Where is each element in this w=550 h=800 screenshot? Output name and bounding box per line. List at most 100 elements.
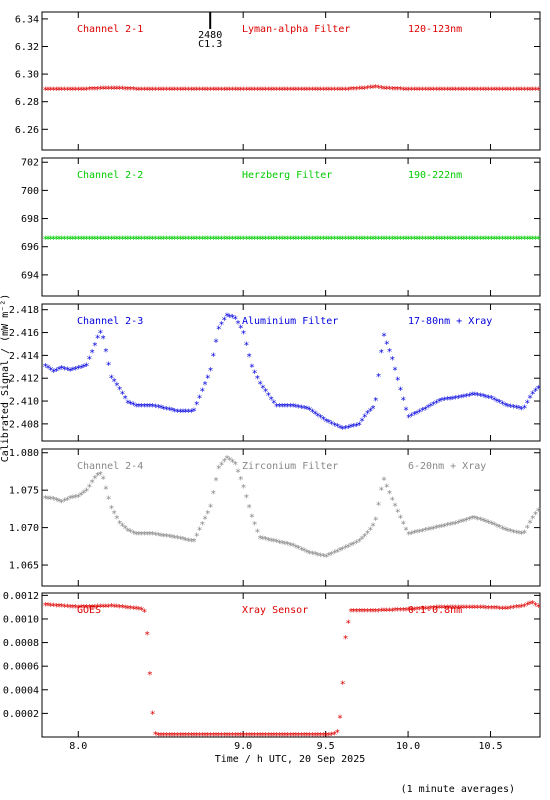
data-point: * xyxy=(252,520,258,531)
data-point: * xyxy=(180,407,186,418)
panel-band-label: 17-80nm + Xray xyxy=(408,316,492,327)
y-tick-label: 2.412 xyxy=(9,374,39,385)
data-point: * xyxy=(494,235,500,246)
data-point: * xyxy=(194,531,200,542)
data-point: * xyxy=(70,494,76,505)
data-point: * xyxy=(210,352,216,363)
data-point: * xyxy=(384,235,390,246)
data-point: * xyxy=(185,86,191,97)
data-point: * xyxy=(494,397,500,408)
data-point: * xyxy=(100,474,106,485)
data-point: * xyxy=(180,86,186,97)
data-point: * xyxy=(442,86,448,97)
data-point: * xyxy=(276,731,282,742)
data-point: * xyxy=(315,411,321,422)
data-point: * xyxy=(524,523,530,534)
data-point: * xyxy=(84,362,90,373)
data-point: * xyxy=(307,406,313,417)
data-point: * xyxy=(97,329,103,340)
data-point: * xyxy=(238,324,244,335)
data-point: * xyxy=(364,607,370,618)
data-point: * xyxy=(78,235,84,246)
data-point: * xyxy=(224,312,230,323)
y-tick-label: 6.26 xyxy=(15,125,39,136)
data-point: * xyxy=(155,235,161,246)
data-point: * xyxy=(307,549,313,560)
data-point: * xyxy=(139,235,145,246)
data-point: * xyxy=(304,235,310,246)
data-point: * xyxy=(373,396,379,407)
data-point: * xyxy=(48,86,54,97)
data-point: * xyxy=(458,518,464,529)
data-point: * xyxy=(364,409,370,420)
data-point: * xyxy=(398,606,404,617)
data-point: * xyxy=(491,86,497,97)
data-point: * xyxy=(337,713,343,724)
data-point: * xyxy=(56,365,62,376)
data-point: * xyxy=(486,393,492,404)
data-point: * xyxy=(510,86,516,97)
data-point: * xyxy=(271,86,277,97)
data-point: * xyxy=(436,603,442,614)
data-point: * xyxy=(163,235,169,246)
data-point: * xyxy=(230,313,236,324)
data-point: * xyxy=(45,86,51,97)
data-point: * xyxy=(224,454,230,465)
data-point: * xyxy=(340,545,346,556)
data-point: * xyxy=(387,606,393,617)
x-tick-label: 8.0 xyxy=(69,741,87,752)
data-point: * xyxy=(444,603,450,614)
data-point: * xyxy=(301,731,307,742)
data-point: * xyxy=(252,86,258,97)
data-point: * xyxy=(56,86,62,97)
data-point: * xyxy=(56,497,62,508)
data-point: * xyxy=(290,86,296,97)
data-point: * xyxy=(312,235,318,246)
data-point: * xyxy=(508,527,514,538)
data-point: * xyxy=(208,502,214,513)
data-point: * xyxy=(431,524,437,535)
data-point: * xyxy=(128,235,134,246)
data-point: * xyxy=(133,402,139,413)
data-point: * xyxy=(458,86,464,97)
data-point: * xyxy=(75,603,81,614)
data-point: * xyxy=(508,235,514,246)
footnote: (1 minute averages) xyxy=(401,784,515,795)
data-point: * xyxy=(527,235,533,246)
data-point: * xyxy=(122,394,128,405)
data-point: * xyxy=(298,404,304,415)
data-point: * xyxy=(362,532,368,543)
data-point: * xyxy=(216,731,222,742)
data-point: * xyxy=(136,402,142,413)
data-point: * xyxy=(502,526,508,537)
data-point: * xyxy=(375,607,381,618)
data-point: * xyxy=(472,603,478,614)
data-point: * xyxy=(125,604,131,615)
data-point: * xyxy=(125,85,131,96)
data-point: * xyxy=(395,235,401,246)
data-point: * xyxy=(287,731,293,742)
data-point: * xyxy=(136,235,142,246)
data-point: * xyxy=(139,530,145,541)
data-point: * xyxy=(315,86,321,97)
data-point: * xyxy=(56,602,62,613)
data-point: * xyxy=(241,329,247,340)
data-point: * xyxy=(48,366,54,377)
data-point: * xyxy=(488,519,494,530)
data-point: * xyxy=(196,731,202,742)
data-point: * xyxy=(257,731,263,742)
panel-filter-label: Zirconium Filter xyxy=(242,461,338,472)
data-point: * xyxy=(205,373,211,384)
data-point: * xyxy=(400,396,406,407)
data-point: * xyxy=(447,603,453,614)
data-point: * xyxy=(475,515,481,526)
data-point: * xyxy=(287,541,293,552)
data-point: * xyxy=(381,607,387,618)
data-point: * xyxy=(282,731,288,742)
data-point: * xyxy=(433,235,439,246)
data-point: * xyxy=(185,407,191,418)
data-point: * xyxy=(285,731,291,742)
data-point: * xyxy=(502,604,508,615)
data-point: * xyxy=(497,523,503,534)
data-point: * xyxy=(480,517,486,528)
